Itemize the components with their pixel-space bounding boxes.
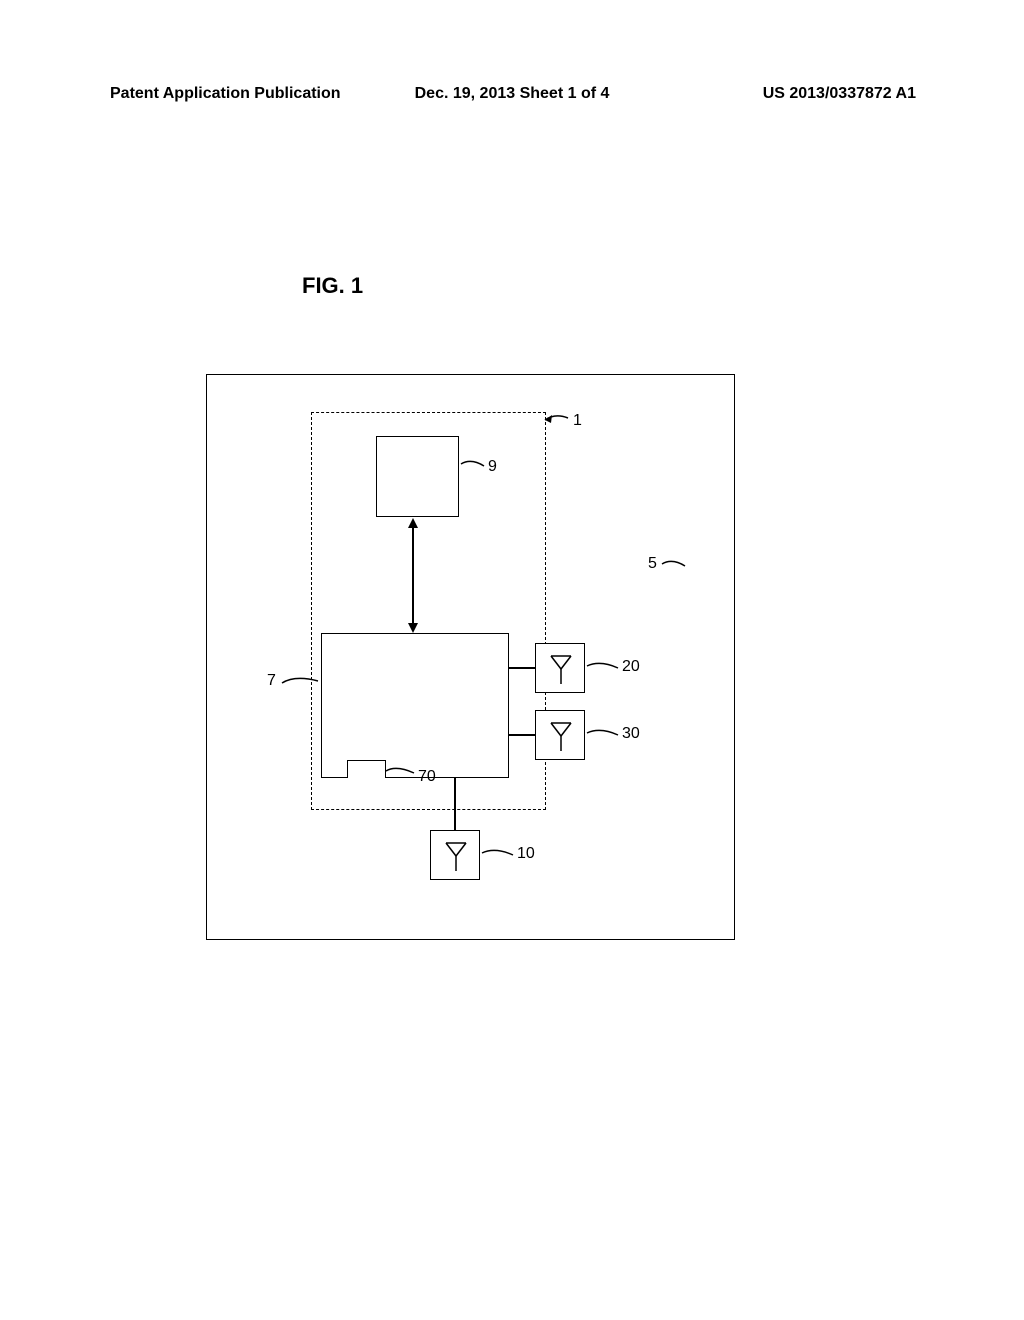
- leader-5: [660, 556, 690, 574]
- leader-9: [459, 456, 489, 474]
- arrow-head-up: [408, 518, 418, 528]
- label-7: 7: [267, 672, 276, 690]
- leader-70: [384, 763, 419, 781]
- label-5: 5: [648, 555, 657, 573]
- label-9: 9: [488, 458, 497, 476]
- leader-20: [585, 658, 623, 676]
- antenna-icon: [431, 831, 481, 881]
- page-header: Patent Application Publication Dec. 19, …: [0, 85, 1024, 103]
- connector-7-20: [509, 667, 535, 669]
- antenna-10: [430, 830, 480, 880]
- notch-70: [347, 760, 386, 778]
- header-right: US 2013/0337872 A1: [763, 85, 916, 103]
- label-20: 20: [622, 658, 640, 676]
- label-1: 1: [573, 412, 582, 430]
- antenna-icon: [536, 711, 586, 761]
- arrow-head-down: [408, 623, 418, 633]
- header-left: Patent Application Publication: [110, 85, 341, 103]
- label-30: 30: [622, 725, 640, 743]
- antenna-20: [535, 643, 585, 693]
- leader-30: [585, 725, 623, 743]
- leader-10: [480, 845, 518, 863]
- block-9: [376, 436, 459, 517]
- antenna-icon: [536, 644, 586, 694]
- leader-7: [280, 673, 320, 691]
- connector-7-30: [509, 734, 535, 736]
- header-center: Dec. 19, 2013 Sheet 1 of 4: [415, 85, 610, 103]
- label-70: 70: [418, 768, 436, 786]
- antenna-30: [535, 710, 585, 760]
- arrow-line-9-7: [412, 527, 414, 623]
- label-10: 10: [517, 845, 535, 863]
- block-7: [321, 633, 509, 778]
- connector-dashed-10: [454, 778, 456, 830]
- figure-title: FIG. 1: [302, 273, 363, 299]
